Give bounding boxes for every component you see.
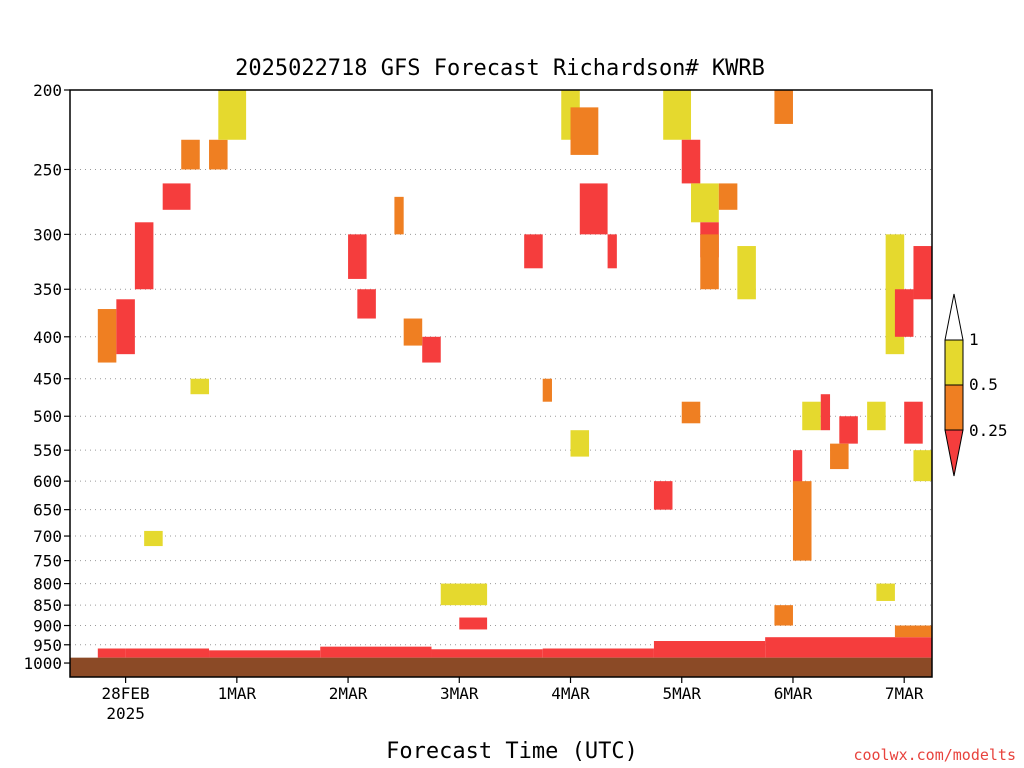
ground-layer xyxy=(70,657,932,677)
y-tick-label: 500 xyxy=(33,407,62,426)
ri-patch xyxy=(681,139,701,184)
ri-patch xyxy=(700,234,719,290)
ri-patch xyxy=(820,394,831,431)
ri-patch xyxy=(774,605,793,626)
plot-area xyxy=(69,89,933,678)
y-tick-label: 450 xyxy=(33,370,62,389)
ri-patch xyxy=(357,289,376,319)
ri-patch xyxy=(116,299,135,355)
ri-patch xyxy=(913,450,932,482)
ri-patch xyxy=(190,378,210,395)
ri-patch xyxy=(209,650,321,658)
ri-patch xyxy=(913,246,932,300)
y-tick-label: 300 xyxy=(33,225,62,244)
ri-patch xyxy=(162,183,191,210)
ri-patch xyxy=(774,90,793,124)
y-tick-label: 250 xyxy=(33,160,62,179)
ri-patch xyxy=(403,318,423,346)
y-tick-label: 350 xyxy=(33,280,62,299)
ri-patch xyxy=(607,234,617,269)
ri-patch xyxy=(97,648,126,658)
y-tick-label: 800 xyxy=(33,575,62,594)
x-tick-label: 28FEB xyxy=(102,684,150,703)
ri-patch xyxy=(867,401,886,431)
y-tick-label: 950 xyxy=(33,636,62,655)
ri-patch xyxy=(792,450,803,493)
ri-patch xyxy=(737,246,756,300)
y-tick-label: 550 xyxy=(33,441,62,460)
y-tick-label: 200 xyxy=(33,81,62,100)
ri-patch xyxy=(802,401,821,431)
colorbar-label: 0.5 xyxy=(969,375,998,394)
plot-frame xyxy=(69,89,933,678)
x-tick-label: 3MAR xyxy=(440,684,479,703)
ri-patch xyxy=(681,401,701,424)
x-axis-title: Forecast Time (UTC) xyxy=(386,739,638,764)
ri-patch xyxy=(718,183,738,210)
y-tick-label: 400 xyxy=(33,328,62,347)
x-tick-label: 5MAR xyxy=(662,684,701,703)
colorbar-swatch xyxy=(944,384,964,431)
credit-text: coolwx.com/modelts xyxy=(853,746,1016,764)
ri-patch xyxy=(663,90,692,140)
ri-patch xyxy=(904,401,923,444)
ri-patch xyxy=(209,139,228,170)
x-tick-label: 4MAR xyxy=(551,684,590,703)
ri-patch xyxy=(570,430,590,457)
colorbar-label: 1 xyxy=(969,330,979,349)
y-tick-label: 600 xyxy=(33,472,62,491)
ri-patch xyxy=(181,139,200,170)
ri-patch xyxy=(542,378,552,402)
ri-patch xyxy=(653,641,766,658)
x-tick-sublabel: 2025 xyxy=(106,704,145,723)
x-tick-label: 7MAR xyxy=(885,684,924,703)
ri-patch xyxy=(524,234,543,269)
ri-patch xyxy=(830,443,849,470)
ri-patch xyxy=(97,309,117,363)
colorbar-legend: 1 0.5 0.25 xyxy=(944,293,1008,477)
ri-patch xyxy=(348,234,367,279)
chart-title: 2025022718 GFS Forecast Richardson# KWRB xyxy=(235,56,765,81)
ri-patch xyxy=(125,648,210,658)
x-tick-label: 1MAR xyxy=(218,684,257,703)
x-tick-label: 6MAR xyxy=(774,684,813,703)
ri-patch xyxy=(876,583,895,601)
colorbar-label: 0.25 xyxy=(969,421,1008,440)
x-tick-label: 2MAR xyxy=(329,684,368,703)
ri-patch xyxy=(653,481,673,510)
ri-patch xyxy=(431,649,543,658)
ri-patch xyxy=(579,183,608,235)
ri-patch xyxy=(422,336,441,363)
y-tick-label: 1000 xyxy=(23,654,62,673)
ri-patch xyxy=(144,530,163,547)
ri-patch xyxy=(542,648,654,658)
ri-patch xyxy=(394,196,404,235)
colorbar-swatch xyxy=(944,339,964,386)
ri-patch xyxy=(459,617,488,630)
colorbar-bottom-triangle xyxy=(944,429,964,477)
ri-patch xyxy=(440,583,488,606)
ri-patch xyxy=(839,416,858,444)
ri-patch xyxy=(792,481,812,561)
y-tick-label: 900 xyxy=(33,617,62,636)
data-patches xyxy=(97,90,932,658)
y-tick-label: 650 xyxy=(33,501,62,520)
colorbar-top-triangle xyxy=(944,293,964,341)
ri-patch xyxy=(765,637,932,658)
ri-patch xyxy=(894,625,932,638)
ri-patch xyxy=(218,90,247,140)
ri-patch xyxy=(134,222,154,290)
y-tick-label: 750 xyxy=(33,552,62,571)
ri-patch xyxy=(570,107,599,155)
y-tick-label: 850 xyxy=(33,596,62,615)
ri-patch xyxy=(320,646,432,658)
y-tick-label: 700 xyxy=(33,527,62,546)
ri-patch xyxy=(691,183,719,223)
ri-patch xyxy=(894,289,914,337)
